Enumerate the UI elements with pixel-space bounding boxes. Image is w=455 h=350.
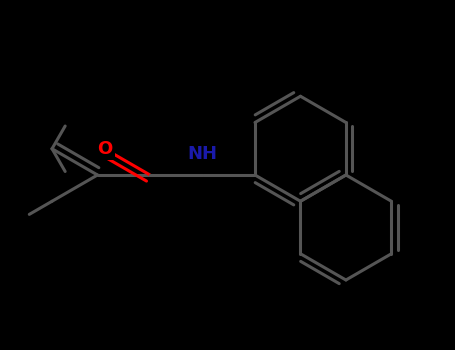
Text: NH: NH xyxy=(187,145,217,163)
Text: O: O xyxy=(97,140,112,158)
